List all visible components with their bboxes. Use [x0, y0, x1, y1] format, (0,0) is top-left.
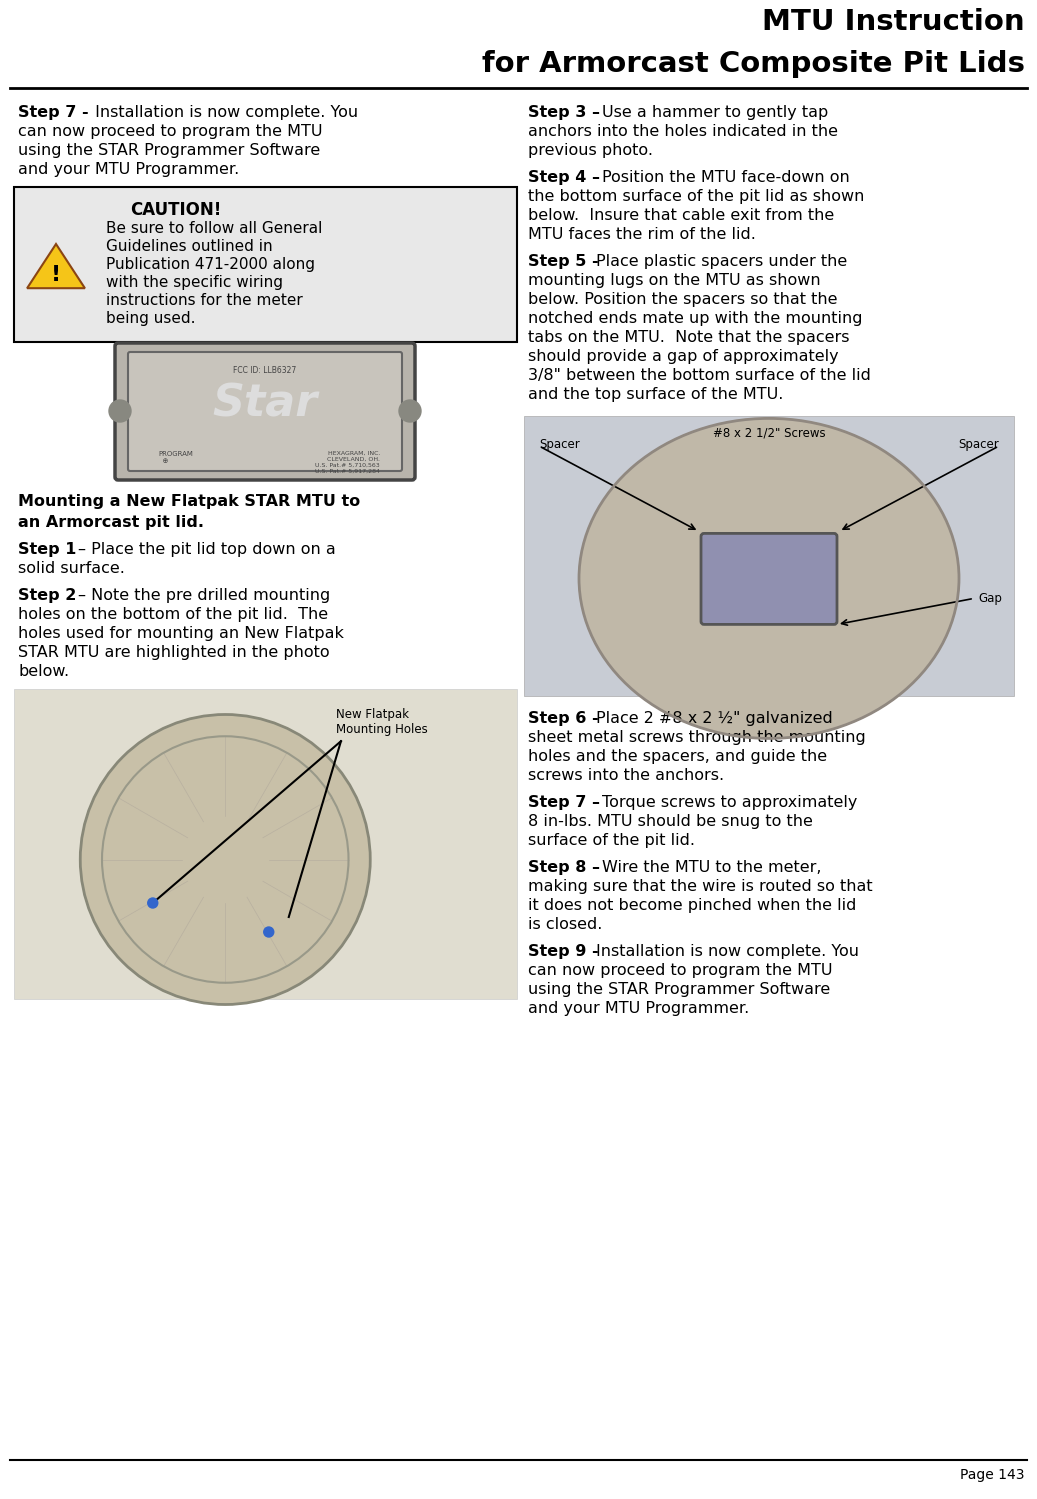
Circle shape: [109, 400, 131, 423]
Text: using the STAR Programmer Software: using the STAR Programmer Software: [18, 142, 320, 157]
Text: MTU Instruction: MTU Instruction: [762, 7, 1025, 36]
Text: Be sure to follow all General: Be sure to follow all General: [106, 220, 323, 235]
Text: and the top surface of the MTU.: and the top surface of the MTU.: [528, 387, 783, 402]
Text: FCC ID: LLB6327: FCC ID: LLB6327: [233, 366, 297, 375]
Ellipse shape: [579, 418, 959, 739]
Text: Mounting a New Flatpak STAR MTU to: Mounting a New Flatpak STAR MTU to: [18, 495, 360, 510]
Text: Page 143: Page 143: [960, 1468, 1025, 1483]
Text: is closed.: is closed.: [528, 917, 602, 932]
Text: Publication 471-2000 along: Publication 471-2000 along: [106, 256, 315, 271]
Text: – Place the pit lid top down on a: – Place the pit lid top down on a: [78, 543, 336, 558]
Text: using the STAR Programmer Software: using the STAR Programmer Software: [528, 982, 831, 997]
Text: Place plastic spacers under the: Place plastic spacers under the: [596, 253, 847, 268]
Text: can now proceed to program the MTU: can now proceed to program the MTU: [528, 962, 833, 977]
Text: the bottom surface of the pit lid as shown: the bottom surface of the pit lid as sho…: [528, 189, 865, 204]
Text: #8 x 2 1/2" Screws: #8 x 2 1/2" Screws: [712, 426, 825, 439]
Text: being used.: being used.: [106, 310, 196, 325]
Text: Step 1: Step 1: [18, 543, 77, 558]
Text: Gap: Gap: [978, 592, 1002, 606]
Text: Star: Star: [213, 382, 317, 426]
Text: Step 7 –: Step 7 –: [528, 794, 600, 809]
Polygon shape: [27, 244, 85, 288]
Text: solid surface.: solid surface.: [18, 561, 124, 576]
Text: !: !: [51, 264, 61, 285]
Text: surface of the pit lid.: surface of the pit lid.: [528, 833, 695, 848]
Text: Position the MTU face-down on: Position the MTU face-down on: [602, 169, 849, 184]
FancyBboxPatch shape: [15, 690, 517, 998]
Circle shape: [147, 898, 158, 908]
Text: MTU faces the rim of the lid.: MTU faces the rim of the lid.: [528, 226, 756, 241]
Text: an Armorcast pit lid.: an Armorcast pit lid.: [18, 516, 204, 531]
Text: can now proceed to program the MTU: can now proceed to program the MTU: [18, 124, 323, 139]
FancyBboxPatch shape: [128, 352, 402, 471]
Text: sheet metal screws through the mounting: sheet metal screws through the mounting: [528, 730, 866, 745]
Text: mounting lugs on the MTU as shown: mounting lugs on the MTU as shown: [528, 273, 820, 288]
Text: holes used for mounting an New Flatpak: holes used for mounting an New Flatpak: [18, 627, 344, 642]
Text: Place 2 #8 x 2 ½" galvanized: Place 2 #8 x 2 ½" galvanized: [596, 711, 833, 726]
Text: Step 8 –: Step 8 –: [528, 860, 600, 875]
Text: Spacer: Spacer: [958, 438, 999, 451]
Text: Installation is now complete. You: Installation is now complete. You: [596, 944, 859, 959]
Text: Installation is now complete. You: Installation is now complete. You: [90, 105, 358, 120]
FancyBboxPatch shape: [115, 343, 415, 480]
Circle shape: [263, 926, 274, 937]
Ellipse shape: [80, 715, 370, 1004]
Text: Torque screws to approximately: Torque screws to approximately: [602, 794, 858, 809]
Text: 8 in-lbs. MTU should be snug to the: 8 in-lbs. MTU should be snug to the: [528, 814, 813, 829]
Text: PROGRAM
  ⊕: PROGRAM ⊕: [158, 451, 193, 465]
Text: Step 9 -: Step 9 -: [528, 944, 598, 959]
Text: Step 4 –: Step 4 –: [528, 169, 600, 184]
Text: and your MTU Programmer.: and your MTU Programmer.: [528, 1001, 750, 1016]
Text: HEXAGRAM, INC.
CLEVELAND, OH.
U.S. Pat.# 5,710,563
U.S. Pat.# 5,917,284: HEXAGRAM, INC. CLEVELAND, OH. U.S. Pat.#…: [315, 451, 380, 474]
Text: Wire the MTU to the meter,: Wire the MTU to the meter,: [602, 860, 821, 875]
FancyBboxPatch shape: [701, 534, 837, 625]
FancyBboxPatch shape: [15, 187, 517, 342]
Text: below.  Insure that cable exit from the: below. Insure that cable exit from the: [528, 208, 834, 223]
Text: notched ends mate up with the mounting: notched ends mate up with the mounting: [528, 310, 863, 325]
Text: New Flatpak
Mounting Holes: New Flatpak Mounting Holes: [336, 708, 427, 736]
Text: CAUTION!: CAUTION!: [131, 201, 222, 219]
Circle shape: [399, 400, 421, 423]
Text: Step 7 -: Step 7 -: [18, 105, 88, 120]
Text: Use a hammer to gently tap: Use a hammer to gently tap: [602, 105, 829, 120]
Text: STAR MTU are highlighted in the photo: STAR MTU are highlighted in the photo: [18, 645, 330, 660]
Text: holes on the bottom of the pit lid.  The: holes on the bottom of the pit lid. The: [18, 607, 328, 622]
Text: previous photo.: previous photo.: [528, 142, 653, 157]
Text: making sure that the wire is routed so that: making sure that the wire is routed so t…: [528, 878, 872, 893]
Text: 3/8" between the bottom surface of the lid: 3/8" between the bottom surface of the l…: [528, 367, 871, 384]
Text: holes and the spacers, and guide the: holes and the spacers, and guide the: [528, 750, 828, 764]
Text: Step 6 -: Step 6 -: [528, 711, 598, 726]
Text: Spacer: Spacer: [539, 438, 580, 451]
Text: screws into the anchors.: screws into the anchors.: [528, 767, 724, 782]
Text: Guidelines outlined in: Guidelines outlined in: [106, 238, 273, 253]
FancyBboxPatch shape: [524, 417, 1014, 696]
Text: below. Position the spacers so that the: below. Position the spacers so that the: [528, 292, 838, 307]
Text: it does not become pinched when the lid: it does not become pinched when the lid: [528, 898, 857, 913]
Text: Step 2: Step 2: [18, 588, 77, 603]
Text: instructions for the meter: instructions for the meter: [106, 292, 303, 307]
Text: – Note the pre drilled mounting: – Note the pre drilled mounting: [78, 588, 330, 603]
Text: below.: below.: [18, 664, 69, 679]
Text: anchors into the holes indicated in the: anchors into the holes indicated in the: [528, 124, 838, 139]
Text: Step 3 –: Step 3 –: [528, 105, 600, 120]
Text: Step 5 -: Step 5 -: [528, 253, 598, 268]
Text: and your MTU Programmer.: and your MTU Programmer.: [18, 162, 240, 177]
Text: for Armorcast Composite Pit Lids: for Armorcast Composite Pit Lids: [482, 49, 1025, 78]
Text: with the specific wiring: with the specific wiring: [106, 274, 283, 289]
Text: should provide a gap of approximately: should provide a gap of approximately: [528, 349, 839, 364]
Text: tabs on the MTU.  Note that the spacers: tabs on the MTU. Note that the spacers: [528, 330, 849, 345]
